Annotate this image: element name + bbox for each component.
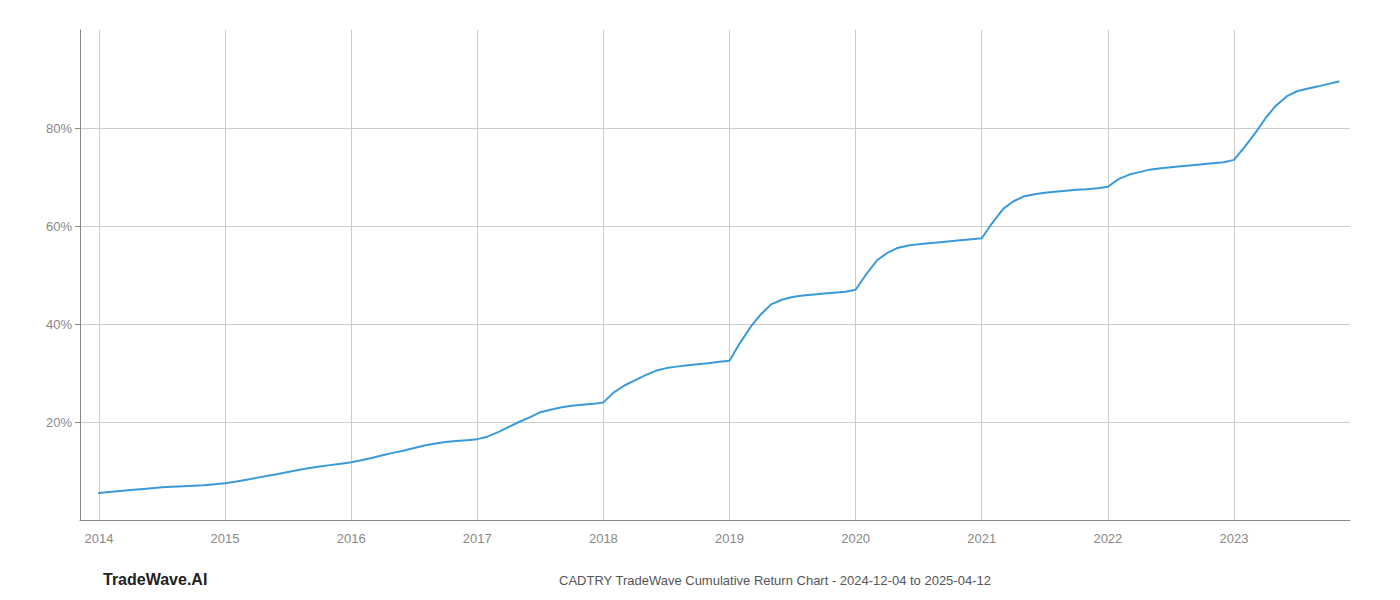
- svg-text:2019: 2019: [715, 531, 744, 546]
- svg-text:2023: 2023: [1220, 531, 1249, 546]
- svg-text:2016: 2016: [337, 531, 366, 546]
- svg-text:2017: 2017: [463, 531, 492, 546]
- svg-text:2022: 2022: [1093, 531, 1122, 546]
- svg-text:TradeWave.AI: TradeWave.AI: [103, 571, 207, 588]
- svg-text:2018: 2018: [589, 531, 618, 546]
- svg-text:2014: 2014: [84, 531, 113, 546]
- svg-text:CADTRY TradeWave Cumulative Re: CADTRY TradeWave Cumulative Return Chart…: [559, 573, 991, 588]
- svg-text:60%: 60%: [46, 219, 72, 234]
- svg-text:80%: 80%: [46, 121, 72, 136]
- svg-text:2021: 2021: [967, 531, 996, 546]
- svg-text:2015: 2015: [211, 531, 240, 546]
- svg-text:20%: 20%: [46, 415, 72, 430]
- svg-text:40%: 40%: [46, 317, 72, 332]
- svg-text:2020: 2020: [841, 531, 870, 546]
